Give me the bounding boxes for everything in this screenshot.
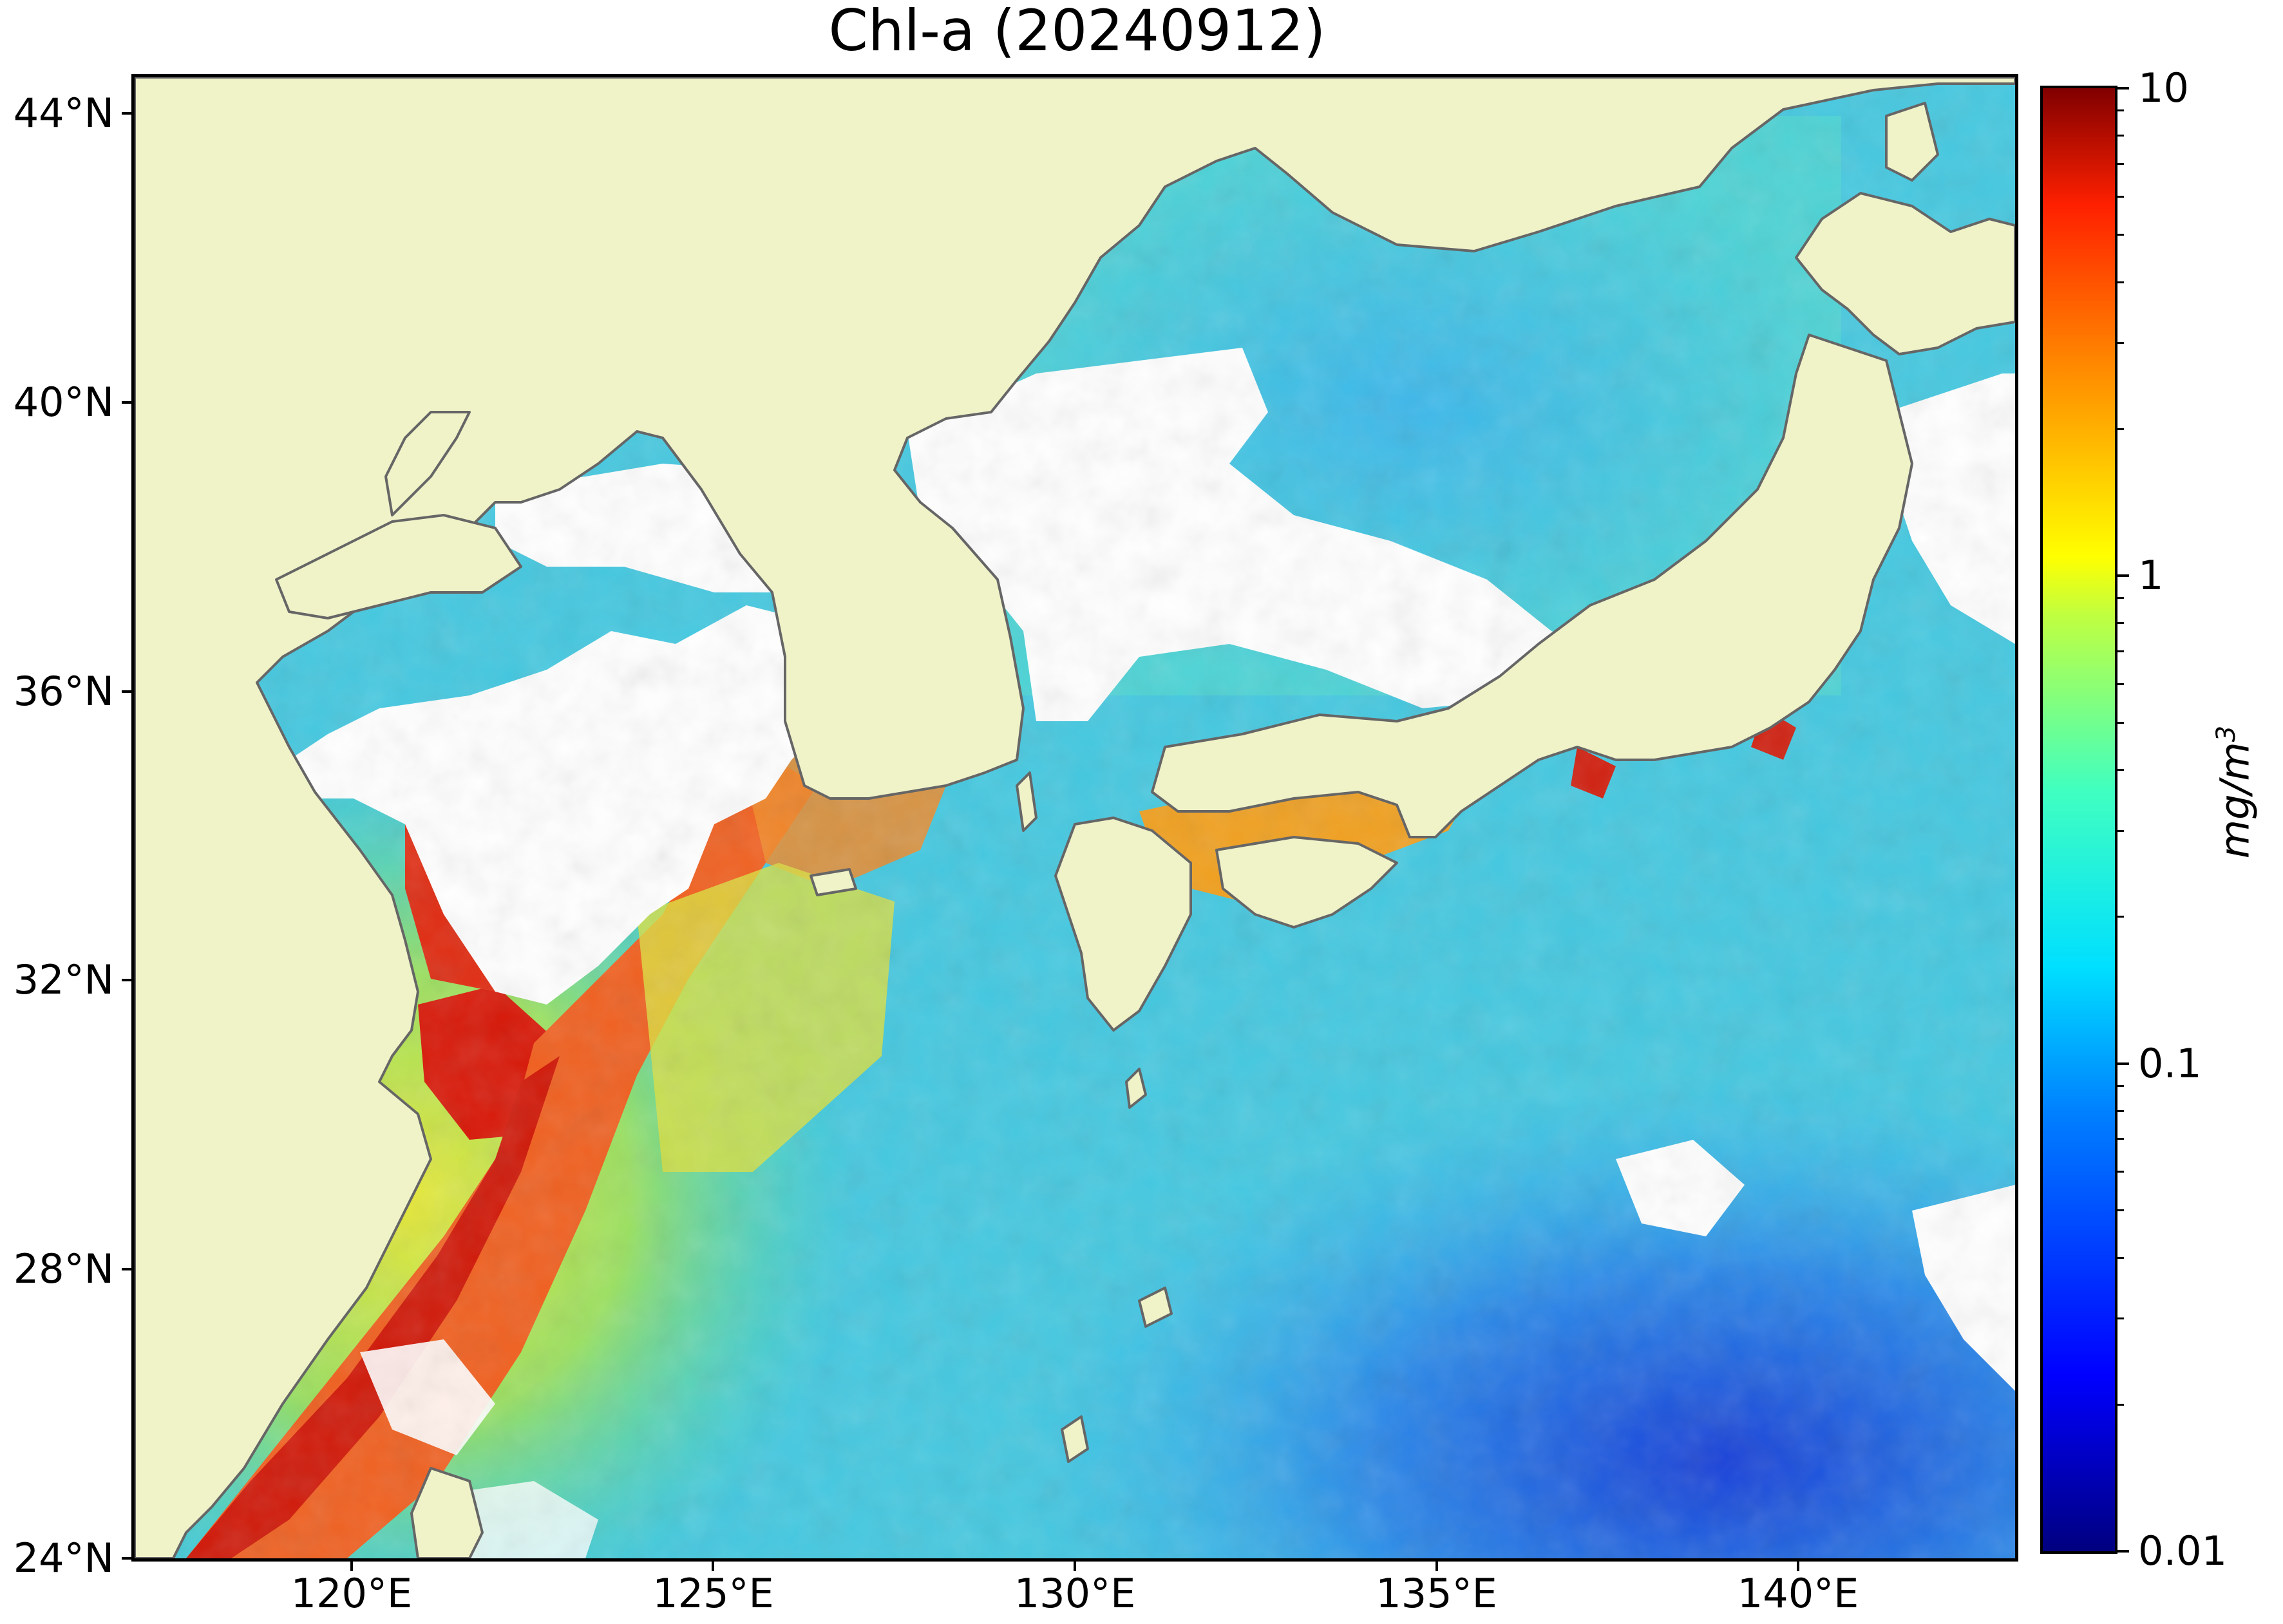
lat-tick-mark bbox=[122, 1268, 131, 1271]
colorbar-minor-tick bbox=[2117, 622, 2124, 625]
colorbar-major-tick bbox=[2117, 87, 2129, 90]
colorbar-tick-label: 0.1 bbox=[2138, 1039, 2202, 1087]
colorbar-minor-tick bbox=[2117, 281, 2124, 283]
colorbar-minor-tick bbox=[2117, 1403, 2124, 1406]
colorbar-tick-label: 0.01 bbox=[2138, 1527, 2228, 1574]
colorbar-minor-tick bbox=[2117, 234, 2124, 236]
colorbar-unit-label: mg/m3 bbox=[2211, 725, 2259, 859]
lon-tick-label: 135°E bbox=[1376, 1570, 1497, 1617]
map-canvas bbox=[135, 77, 2015, 1558]
land-masses bbox=[135, 77, 2015, 1558]
colorbar-minor-tick bbox=[2117, 829, 2124, 832]
colorbar-minor-tick bbox=[2117, 195, 2124, 198]
lat-tick-mark bbox=[122, 1557, 131, 1560]
land-jeju bbox=[810, 868, 857, 896]
lon-tick-mark bbox=[1797, 1562, 1800, 1571]
colorbar-minor-tick bbox=[2117, 916, 2124, 918]
colorbar-minor-tick bbox=[2117, 1138, 2124, 1140]
colorbar-minor-tick bbox=[2117, 162, 2124, 165]
colorbar bbox=[2040, 86, 2117, 1554]
land-kyushu bbox=[1054, 817, 1192, 1032]
map-title: Chl-a (20240912) bbox=[828, 0, 1326, 64]
lat-tick-label: 36°N bbox=[13, 667, 114, 715]
land-tanegashima bbox=[1125, 1068, 1147, 1109]
colorbar-minor-tick bbox=[2117, 134, 2124, 137]
map-panel bbox=[131, 74, 2018, 1562]
colorbar-major-tick bbox=[2117, 1550, 2129, 1553]
colorbar-minor-tick bbox=[2117, 1317, 2124, 1320]
colorbar-major-tick bbox=[2117, 1062, 2129, 1065]
colorbar-minor-tick bbox=[2117, 1109, 2124, 1112]
land-okinawa bbox=[1061, 1415, 1089, 1463]
lat-tick-label: 40°N bbox=[13, 378, 114, 426]
colorbar-minor-tick bbox=[2117, 650, 2124, 653]
land-tsushima bbox=[1016, 771, 1037, 832]
land-shikoku bbox=[1215, 836, 1398, 929]
lon-tick-mark bbox=[350, 1562, 353, 1571]
lon-tick-label: 125°E bbox=[652, 1570, 774, 1617]
colorbar-minor-tick bbox=[2117, 1209, 2124, 1212]
lat-tick-label: 28°N bbox=[13, 1245, 114, 1293]
colorbar-minor-tick bbox=[2117, 769, 2124, 771]
colorbar-minor-tick bbox=[2117, 428, 2124, 430]
lon-tick-label: 140°E bbox=[1737, 1570, 1859, 1617]
lat-tick-mark bbox=[122, 112, 131, 115]
lat-tick-mark bbox=[122, 401, 131, 404]
lat-tick-mark bbox=[122, 979, 131, 982]
lat-tick-label: 44°N bbox=[13, 90, 114, 137]
lon-tick-mark bbox=[712, 1562, 715, 1571]
colorbar-minor-tick bbox=[2117, 597, 2124, 600]
land-hokkaido bbox=[1795, 192, 2015, 355]
lon-tick-mark bbox=[1435, 1562, 1438, 1571]
colorbar-minor-tick bbox=[2117, 683, 2124, 685]
colorbar-minor-tick bbox=[2117, 721, 2124, 724]
lon-tick-mark bbox=[1074, 1562, 1076, 1571]
colorbar-minor-tick bbox=[2117, 1256, 2124, 1259]
land-shandong-peninsula bbox=[275, 514, 522, 619]
colorbar-minor-tick bbox=[2117, 1084, 2124, 1087]
lat-tick-label: 24°N bbox=[13, 1534, 114, 1582]
land-sakhalin-tip bbox=[1885, 102, 1939, 182]
colorbar-tick-label: 10 bbox=[2138, 64, 2189, 111]
lon-tick-label: 120°E bbox=[290, 1570, 413, 1617]
colorbar-minor-tick bbox=[2117, 342, 2124, 345]
colorbar-major-tick bbox=[2117, 574, 2129, 578]
lat-tick-label: 32°N bbox=[13, 956, 114, 1004]
colorbar-minor-tick bbox=[2117, 109, 2124, 112]
land-taiwan bbox=[410, 1467, 484, 1558]
lat-tick-mark bbox=[122, 690, 131, 693]
land-amami bbox=[1138, 1287, 1173, 1328]
land-honshu bbox=[1151, 334, 1913, 838]
colorbar-minor-tick bbox=[2117, 1171, 2124, 1173]
lon-tick-label: 130°E bbox=[1014, 1570, 1136, 1617]
colorbar-tick-label: 1 bbox=[2138, 552, 2164, 600]
land-mainland-asia bbox=[135, 77, 2015, 1558]
land-liaodong-peninsula bbox=[384, 411, 471, 516]
